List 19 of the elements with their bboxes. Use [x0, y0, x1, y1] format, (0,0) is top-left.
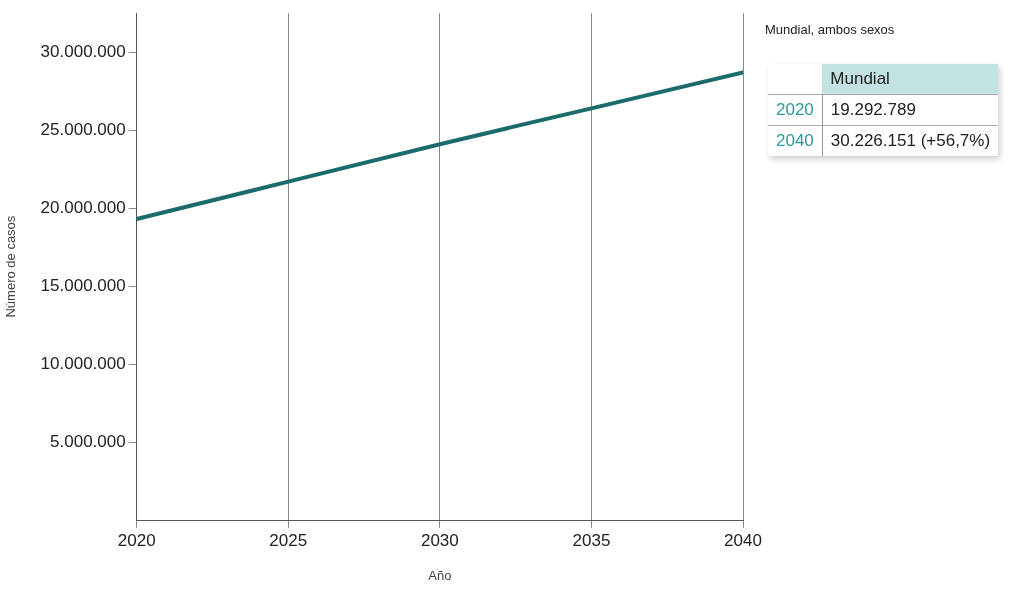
x-tick-label: 2040 [724, 530, 762, 550]
y-tick-label: 30.000.000 [40, 41, 126, 61]
x-axis-title: Año [428, 567, 452, 583]
text: 30.226.151 (+56,7%) [822, 125, 999, 156]
x-tick-label: 2035 [572, 530, 611, 550]
y-tick-label: 10.000.000 [40, 353, 126, 373]
text: 19.292.789 [822, 94, 999, 126]
x-tick-label: 2020 [117, 530, 156, 550]
text: 2040 [768, 125, 823, 156]
y-tick-label: 20.000.000 [40, 197, 126, 217]
y-tick-label: 5.000.000 [50, 431, 126, 451]
y-tick-label: 25.000.000 [40, 119, 126, 139]
x-tick-label: 2030 [420, 530, 459, 550]
text: Mundial [822, 64, 999, 95]
text: 2020 [768, 94, 823, 126]
text: Mundial, ambos sexos [765, 22, 895, 37]
y-axis-title: Número de casos [3, 215, 19, 318]
x-tick-label: 2025 [269, 530, 308, 550]
y-tick-label: 15.000.000 [40, 275, 126, 295]
